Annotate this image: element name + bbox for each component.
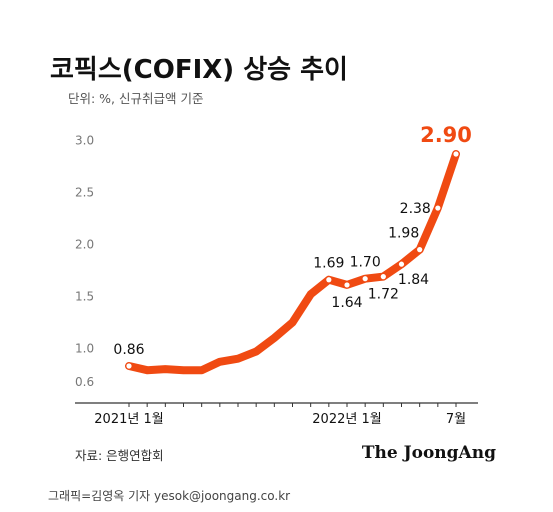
data-point-marker <box>398 261 405 267</box>
publisher-logo: The JoongAng <box>362 443 496 463</box>
y-tick-label: 0.6 <box>75 375 94 389</box>
data-point-marker <box>380 274 386 280</box>
data-label: 1.70 <box>350 255 381 271</box>
data-point-marker <box>344 282 350 288</box>
y-tick-label: 3.0 <box>75 134 94 148</box>
y-tick-label: 2.5 <box>75 186 94 200</box>
x-tick-label: 2021년 1월 <box>94 412 163 427</box>
data-label: 2.38 <box>400 201 431 217</box>
data-label-group: 0.86 1.69 1.64 1.70 1.721.84 1.98 2.38 2.90 <box>113 123 472 358</box>
data-point-marker <box>417 247 423 253</box>
data-point-marker <box>453 151 459 157</box>
series-line-cofix <box>125 150 460 375</box>
y-axis-tick-labels: 3.0 2.5 2.0 1.5 1.0 0.6 <box>75 134 94 389</box>
x-tick-label: 7월 <box>446 412 466 427</box>
data-label: 1.69 <box>313 256 344 272</box>
series-line-group <box>125 150 460 375</box>
y-tick-label: 1.5 <box>75 289 94 303</box>
data-point-marker <box>362 276 368 282</box>
data-label: 2.90 <box>420 123 472 147</box>
chart-subtitle: 단위: %, 신규취급액 기준 <box>68 91 203 106</box>
y-tick-label: 1.0 <box>75 341 94 355</box>
data-label: 0.86 <box>113 342 144 358</box>
x-axis: 2021년 1월 2022년 1월 7월 <box>75 402 478 427</box>
y-tick-label: 2.0 <box>75 238 94 252</box>
chart-title: 코픽스(COFIX) 상승 추이 <box>50 55 348 85</box>
data-label: 1.64 <box>331 295 362 311</box>
data-point-marker <box>435 205 441 211</box>
data-label: 1.72 <box>368 287 399 303</box>
data-label: 1.98 <box>388 226 419 242</box>
data-point-marker <box>326 277 332 283</box>
graphic-credit: 그래픽=김영옥 기자 yesok@joongang.co.kr <box>48 489 290 503</box>
x-tick-label: 2022년 1월 <box>312 412 381 427</box>
source-note: 자료: 은행연합회 <box>75 448 164 463</box>
data-label: 1.84 <box>398 272 429 288</box>
data-point-marker <box>126 363 132 369</box>
